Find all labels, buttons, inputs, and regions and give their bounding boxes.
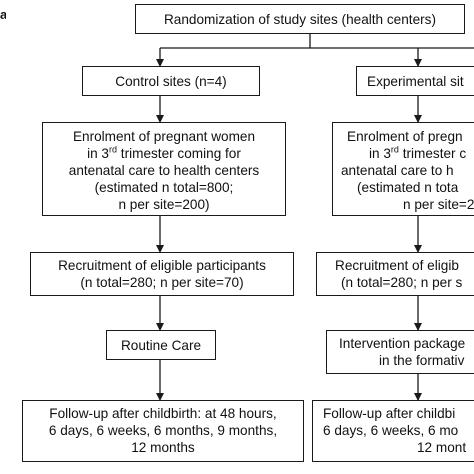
intervention-package-box: Intervention package in the formativ (326, 330, 474, 374)
panel-letter: a (0, 7, 6, 22)
experimental-recruitment-line-2: (n total=280; n per s (341, 275, 463, 290)
intervention-line-2: in the formativ (379, 353, 465, 368)
randomization-box: Randomization of study sites (health cen… (135, 4, 465, 34)
control-followup-line-3: 12 months (131, 440, 195, 455)
experimental-enrolment-line-3: antenatal care to h (341, 163, 454, 178)
control-recruitment-box: Recruitment of eligible participants (n … (30, 252, 294, 296)
experimental-enrolment-line-4: (estimated n tota (357, 180, 459, 195)
control-recruitment-line-1: Recruitment of eligible participants (58, 258, 266, 273)
control-enrolment-line-5: n per site=200) (118, 197, 210, 212)
control-enrolment-line-4: (estimated n total=800; (94, 180, 234, 195)
experimental-enrolment-box: Enrolment of pregn in 3rd trimester c an… (332, 122, 474, 216)
experimental-followup-line-3: 12 mont (417, 440, 467, 455)
experimental-followup-line-2: 6 days, 6 weeks, 6 mo (323, 423, 459, 438)
experimental-sites-label: Experimental sit (367, 73, 464, 89)
control-sites-box: Control sites (n=4) (82, 66, 260, 96)
control-followup-box: Follow-up after childbirth: at 48 hours,… (22, 400, 304, 462)
experimental-followup-box: Follow-up after childbi 6 days, 6 weeks,… (312, 400, 474, 462)
control-sites-label: Control sites (n=4) (115, 73, 227, 89)
routine-care-label: Routine Care (120, 337, 202, 353)
control-followup-line-2: 6 days, 6 weeks, 6 months, 9 months, (48, 423, 278, 438)
routine-care-box: Routine Care (106, 330, 216, 360)
intervention-line-1: Intervention package (339, 336, 466, 351)
experimental-followup-line-1: Follow-up after childbi (323, 406, 456, 421)
experimental-enrolment-line-2: in 3rd trimester c (369, 144, 467, 161)
experimental-recruitment-line-1: Recruitment of eligib (335, 258, 459, 273)
control-enrolment-box: Enrolment of pregnant women in 3rd trime… (42, 122, 286, 216)
experimental-recruitment-box: Recruitment of eligib (n total=280; n pe… (316, 252, 474, 296)
control-followup-line-1: Follow-up after childbirth: at 48 hours, (49, 406, 277, 421)
experimental-enrolment-line-1: Enrolment of pregn (347, 129, 463, 144)
randomization-label: Randomization of study sites (health cen… (163, 11, 436, 27)
control-enrolment-line-2: in 3rd trimester coming for (87, 144, 241, 161)
experimental-sites-box: Experimental sit (356, 66, 474, 96)
control-enrolment-line-1: Enrolment of pregnant women (72, 129, 256, 144)
control-recruitment-line-2: (n total=280; n per site=70) (80, 275, 244, 290)
control-enrolment-line-3: antenatal care to health centers (68, 163, 260, 178)
experimental-enrolment-line-5: n per site=2 (403, 197, 474, 212)
